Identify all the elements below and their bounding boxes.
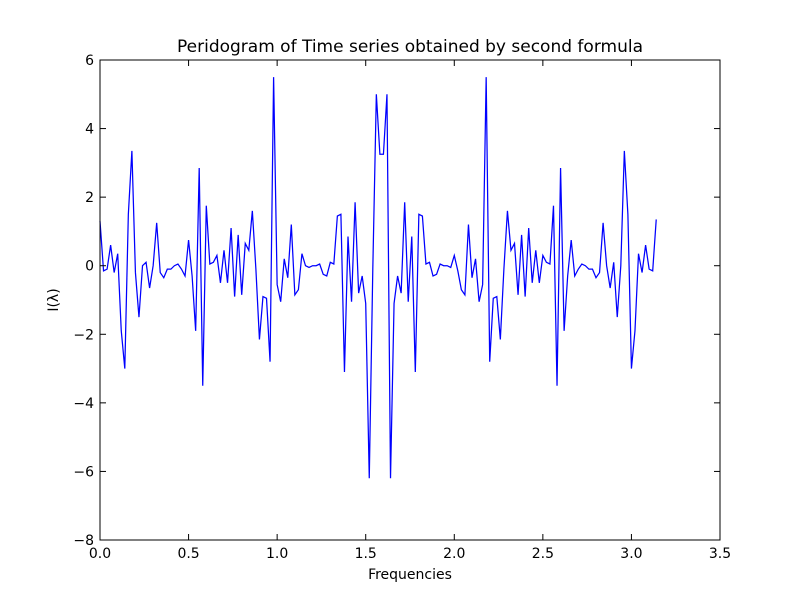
- series-line-0: [99, 77, 657, 479]
- y-tick-label: 2: [85, 190, 94, 206]
- x-tick-label: 0.5: [177, 546, 199, 562]
- y-tick-label: 6: [85, 53, 94, 69]
- x-tick-label: 1.5: [355, 546, 377, 562]
- x-tick-label: 3.5: [709, 546, 731, 562]
- chart-title: Peridogram of Time series obtained by se…: [177, 37, 643, 57]
- y-tick-label: −4: [73, 396, 94, 412]
- x-tick-label: 1.0: [266, 546, 288, 562]
- x-axis-label: Frequencies: [368, 567, 452, 583]
- y-tick-label: −2: [73, 327, 94, 343]
- y-tick-label: 0: [85, 259, 94, 275]
- x-tick-label: 0.0: [89, 546, 111, 562]
- axes-frame: [99, 59, 721, 541]
- plot-area: 0.0 0.5 1.0 1.5 2.0 2.5 3.0 3.5 −8 −6 −4 −2 0 2 4 6: [73, 53, 731, 562]
- x-tick-label: 3.0: [620, 546, 642, 562]
- y-tick-label: −6: [73, 464, 94, 480]
- y-axis-label: I(λ): [46, 288, 62, 311]
- x-tick-label: 2.5: [532, 546, 554, 562]
- y-tick-label: −8: [73, 533, 94, 549]
- y-tick-label: 4: [85, 122, 94, 138]
- x-tick-label: 2.0: [443, 546, 465, 562]
